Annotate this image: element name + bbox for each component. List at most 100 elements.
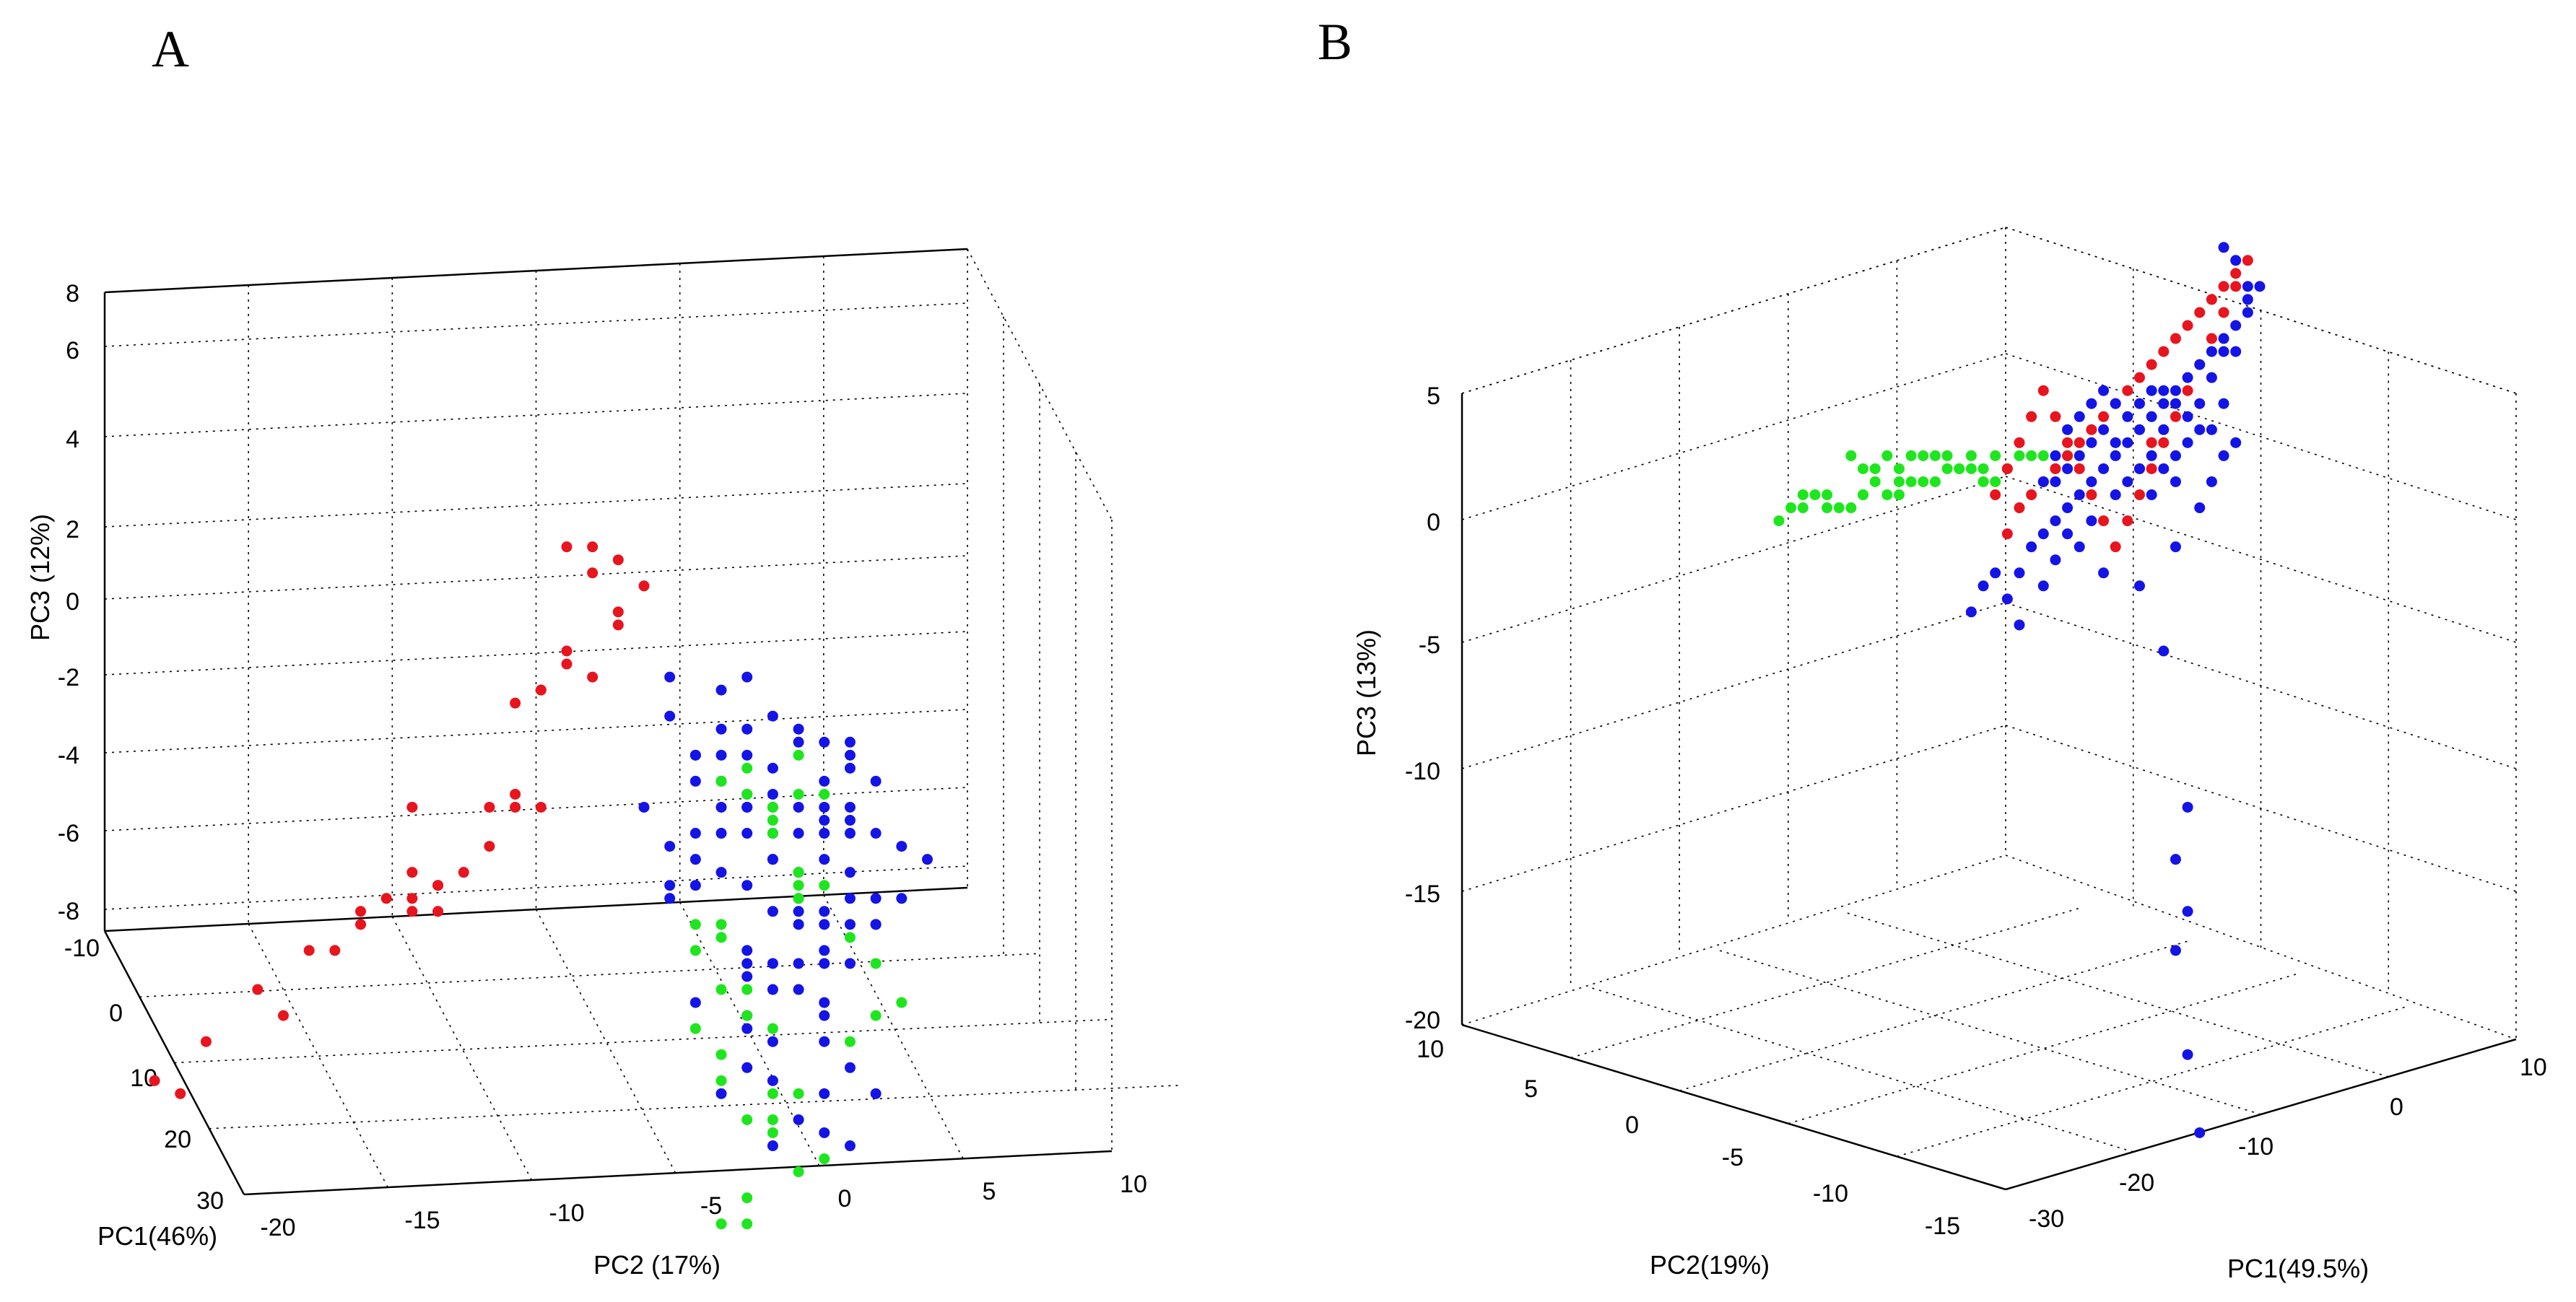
scatter-point-group1 bbox=[587, 671, 599, 683]
scatter-point-group3 bbox=[1845, 450, 1857, 461]
scatter-point-group2 bbox=[715, 1088, 727, 1099]
scatter-point-group3 bbox=[767, 1127, 778, 1138]
scatter-point-group2 bbox=[741, 671, 753, 683]
scatter-point-group2 bbox=[2230, 255, 2242, 266]
scatter-point-group2 bbox=[2230, 437, 2242, 448]
scatter-point-group2 bbox=[2182, 801, 2193, 813]
scatter-point-group3 bbox=[1894, 463, 1905, 474]
scatter-point-group1 bbox=[380, 893, 392, 904]
z-tick-m4: -4 bbox=[58, 742, 79, 769]
scatter-point-group1 bbox=[1990, 489, 2001, 501]
y-tick-5: 5 bbox=[1524, 1075, 1538, 1103]
scatter-point-group1 bbox=[2146, 437, 2157, 448]
scatter-point-group3 bbox=[1929, 450, 1941, 461]
scatter-point-group2 bbox=[715, 828, 727, 839]
x-tick-0: 0 bbox=[838, 1185, 852, 1213]
scatter-point-group1 bbox=[2037, 385, 2049, 396]
scatter-point-group3 bbox=[793, 749, 804, 761]
scatter-point-group2 bbox=[2086, 437, 2097, 448]
scatter-point-group3 bbox=[793, 788, 804, 800]
scatter-point-group2 bbox=[844, 919, 856, 930]
panel-a-back-hgrid bbox=[104, 555, 968, 600]
panel-a-x-ticks: -20 -15 -10 -5 0 5 10 bbox=[260, 1171, 1146, 1241]
scatter-point-group2 bbox=[2182, 372, 2193, 383]
scatter-point-group1 bbox=[2014, 437, 2025, 448]
scatter-point-group1 bbox=[432, 906, 444, 917]
scatter-point-group3 bbox=[1965, 463, 1977, 474]
panel-b-floor-left-edge bbox=[1461, 1023, 2006, 1191]
panel-b-floor-grid bbox=[1589, 987, 2133, 1153]
scatter-point-group2 bbox=[2182, 411, 2193, 422]
scatter-point-group1 bbox=[2026, 489, 2037, 501]
scatter-point-group2 bbox=[664, 880, 676, 891]
x-tick-0: 0 bbox=[2390, 1093, 2403, 1121]
scatter-point-group2 bbox=[767, 854, 778, 865]
panel-b-z-ticks: 5 0 -5 -10 -15 -20 bbox=[1405, 383, 1440, 1034]
scatter-point-group3 bbox=[1869, 463, 1881, 474]
scatter-point-group2 bbox=[2218, 333, 2229, 344]
scatter-point-group2 bbox=[767, 984, 778, 995]
scatter-point-group3 bbox=[689, 945, 701, 956]
scatter-point-group2 bbox=[2098, 424, 2110, 435]
scatter-point-group2 bbox=[844, 801, 856, 813]
scatter-point-group2 bbox=[2134, 398, 2145, 409]
scatter-point-group2 bbox=[793, 906, 804, 917]
scatter-point-group2 bbox=[844, 958, 856, 969]
scatter-point-group3 bbox=[1941, 463, 1953, 474]
scatter-point-group1 bbox=[2242, 255, 2253, 266]
scatter-point-group3 bbox=[1954, 463, 1965, 474]
x-tick-m10: -10 bbox=[2238, 1133, 2273, 1161]
panel-b-y-label: PC2(19%) bbox=[1650, 1250, 1770, 1280]
scatter-point-group2 bbox=[2037, 528, 2049, 540]
scatter-point-group3 bbox=[1918, 450, 1929, 461]
scatter-point-group2 bbox=[870, 1088, 882, 1099]
scatter-point-group2 bbox=[844, 828, 856, 839]
scatter-point-group2 bbox=[819, 1088, 830, 1099]
z-tick-2: 2 bbox=[66, 516, 79, 543]
y-tick-10: 10 bbox=[1417, 1036, 1444, 1063]
scatter-point-group2 bbox=[2194, 1127, 2206, 1138]
scatter-point-group1 bbox=[2110, 541, 2121, 553]
panel-a-back-hgrid bbox=[104, 483, 968, 528]
scatter-point-group3 bbox=[793, 1166, 804, 1178]
scatter-point-group2 bbox=[2050, 476, 2061, 487]
scatter-point-group1 bbox=[561, 541, 573, 553]
scatter-point-group2 bbox=[844, 736, 856, 748]
panel-a-floor-depth-grid bbox=[535, 909, 676, 1174]
scatter-point-group2 bbox=[2230, 320, 2242, 331]
scatter-point-group1 bbox=[2170, 411, 2181, 422]
scatter-point-group2 bbox=[793, 828, 804, 839]
scatter-point-group2 bbox=[844, 762, 856, 774]
scatter-point-group2 bbox=[2062, 502, 2074, 514]
scatter-point-group3 bbox=[741, 984, 753, 995]
scatter-point-group1 bbox=[406, 801, 418, 813]
scatter-point-group3 bbox=[819, 788, 830, 800]
scatter-point-group2 bbox=[2014, 567, 2025, 579]
scatter-point-group3 bbox=[767, 815, 778, 826]
y-tick-m5: -5 bbox=[1722, 1144, 1744, 1171]
scatter-point-group2 bbox=[741, 723, 753, 735]
z-tick-m15: -15 bbox=[1405, 881, 1440, 908]
scatter-point-group3 bbox=[1845, 502, 1857, 514]
panel-a-points bbox=[149, 541, 933, 1230]
y-tick-0: 0 bbox=[109, 1000, 123, 1027]
scatter-point-group3 bbox=[1858, 489, 1869, 501]
scatter-point-group3 bbox=[870, 1010, 882, 1021]
panel-b-left-wall-hgrid bbox=[1461, 227, 2006, 394]
scatter-point-group2 bbox=[767, 958, 778, 969]
scatter-point-group3 bbox=[767, 801, 778, 813]
scatter-point-group2 bbox=[741, 1062, 753, 1073]
scatter-point-group2 bbox=[2206, 424, 2217, 435]
z-tick-m8: -8 bbox=[58, 898, 79, 925]
scatter-point-group1 bbox=[2206, 333, 2217, 344]
scatter-point-group3 bbox=[1929, 476, 1941, 487]
scatter-point-group2 bbox=[819, 997, 830, 1008]
scatter-point-group3 bbox=[1881, 489, 1893, 501]
panel-a-z-ticks: 8 6 4 2 0 -2 -4 -6 -8 bbox=[58, 280, 79, 925]
scatter-point-group2 bbox=[2194, 502, 2206, 514]
scatter-point-group2 bbox=[2158, 398, 2170, 409]
scatter-point-group1 bbox=[2194, 307, 2206, 318]
scatter-point-group2 bbox=[819, 906, 830, 917]
scatter-point-group2 bbox=[741, 1023, 753, 1034]
